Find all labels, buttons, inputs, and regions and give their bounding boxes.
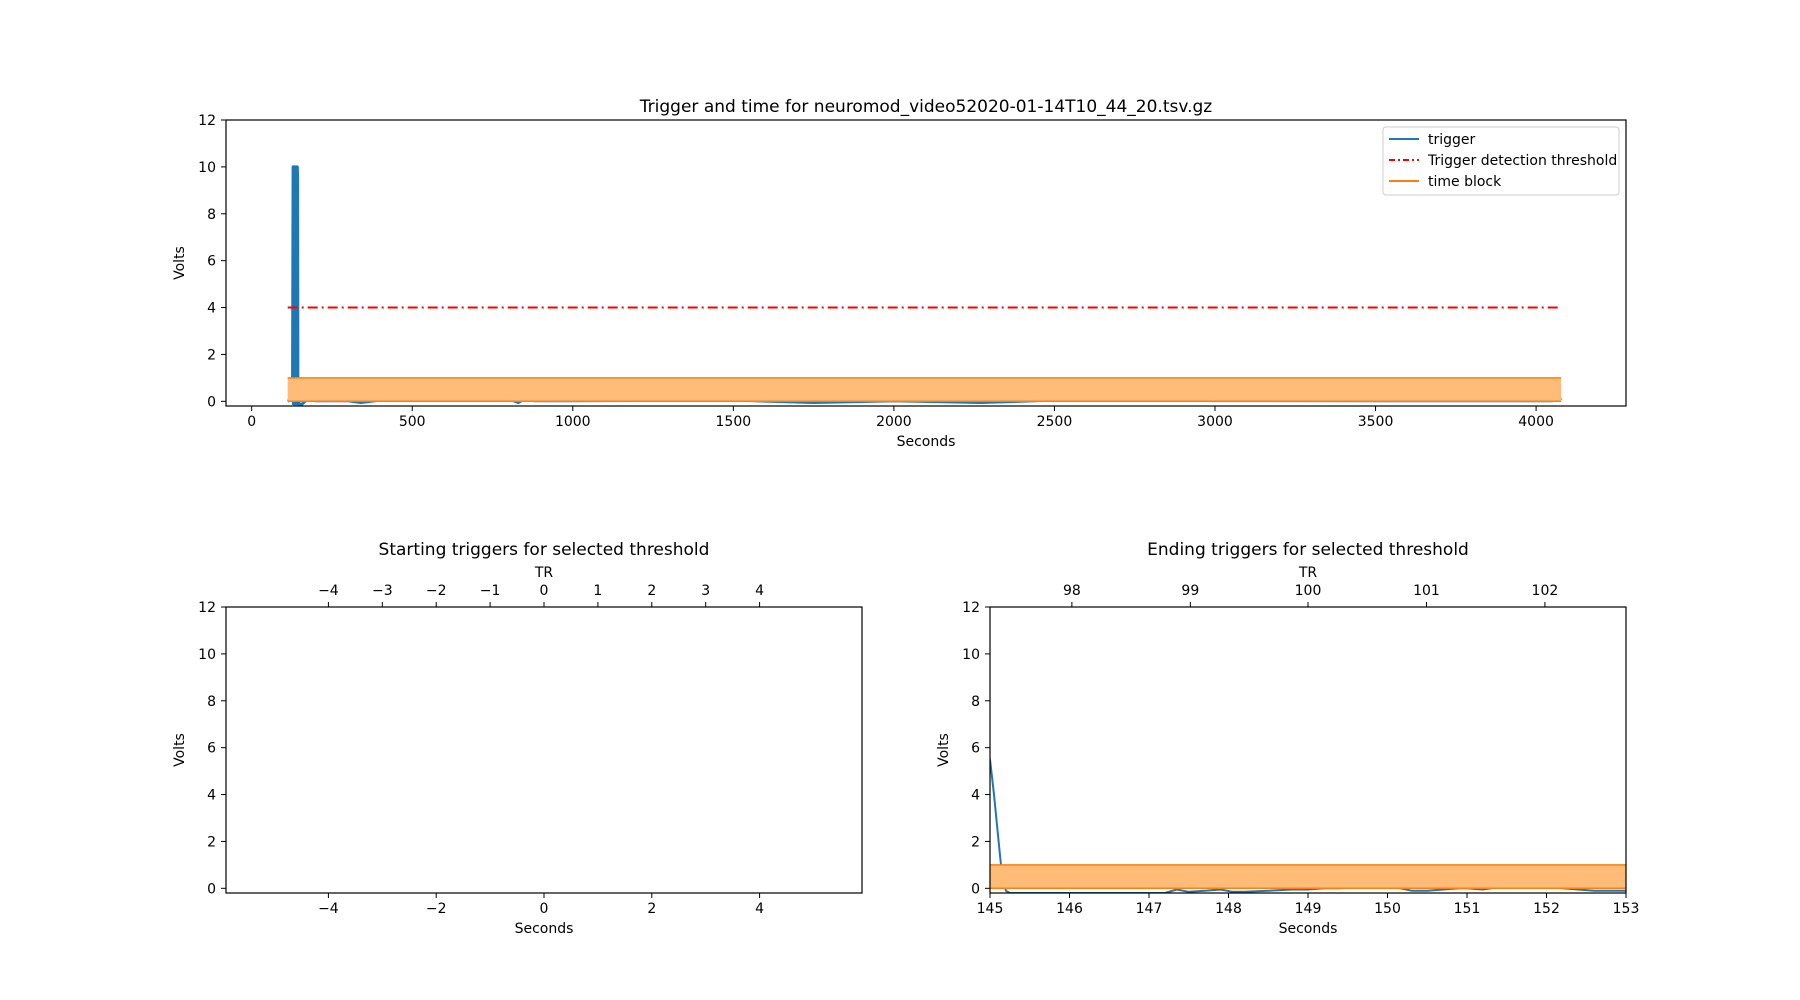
axes-frame: [225, 119, 1627, 407]
y-tick-label: 8: [207, 694, 216, 710]
y-tick-label: 6: [207, 741, 216, 757]
time-block-band: [990, 864, 1626, 889]
y-tick-label: 8: [207, 207, 216, 223]
x-tick-label: 149: [1295, 901, 1322, 917]
y-tick-label: 10: [198, 647, 216, 663]
x-axis-label: Seconds: [515, 921, 574, 937]
top-x-tick-label: −4: [318, 583, 339, 599]
y-tick-label: 0: [971, 881, 980, 897]
top-x-tick-label: 1: [593, 583, 602, 599]
legend-label: time block: [1428, 174, 1502, 190]
y-tick-label: 10: [198, 160, 216, 176]
top-x-axis-label: TR: [534, 565, 554, 581]
x-tick-label: 2500: [1037, 414, 1073, 430]
y-tick-label: 4: [207, 301, 216, 317]
top-x-tick-label: 4: [755, 583, 764, 599]
x-tick-label: 0: [247, 414, 256, 430]
y-tick-label: 2: [207, 347, 216, 363]
chart-title: Ending triggers for selected threshold: [1147, 540, 1469, 560]
top-x-tick-label: −1: [480, 583, 501, 599]
top-x-axis-label: TR: [1298, 565, 1318, 581]
x-tick-label: 4: [755, 901, 764, 917]
y-axis-label: Volts: [172, 733, 188, 767]
x-tick-label: 0: [540, 901, 549, 917]
x-tick-label: 153: [1613, 901, 1640, 917]
x-tick-label: 145: [977, 901, 1004, 917]
chart-trigger-overview: 0 500 1000 1500 2000 2500 3000 3500 4000 0 2 4 6 8 10 1…: [172, 97, 1627, 450]
x-tick-label: −2: [426, 901, 447, 917]
y-tick-label: 12: [962, 600, 980, 616]
top-x-tick-label: 99: [1181, 583, 1199, 599]
y-tick-label: 4: [971, 788, 980, 804]
x-tick-label: 1500: [716, 414, 752, 430]
y-tick-label: 2: [207, 834, 216, 850]
top-x-tick-label: 3: [701, 583, 710, 599]
y-tick-label: 12: [198, 600, 216, 616]
y-tick-label: 6: [207, 254, 216, 270]
y-tick-label: 0: [207, 881, 216, 897]
x-axis-label: Seconds: [1279, 921, 1338, 937]
legend-label: Trigger detection threshold: [1427, 153, 1617, 169]
chart-title: Starting triggers for selected threshold: [379, 540, 710, 560]
x-tick-label: 146: [1056, 901, 1083, 917]
x-tick-label: 500: [399, 414, 426, 430]
top-x-tick-label: 98: [1063, 583, 1081, 599]
x-tick-label: 148: [1215, 901, 1242, 917]
top-x-tick-label: 102: [1532, 583, 1559, 599]
chart-title: Trigger and time for neuromod_video52020…: [639, 97, 1212, 117]
x-tick-label: 2000: [876, 414, 912, 430]
x-axis-label: Seconds: [897, 434, 956, 450]
x-tick-label: −4: [318, 901, 339, 917]
y-axis-label: Volts: [936, 733, 952, 767]
x-tick-label: 1000: [555, 414, 591, 430]
x-tick-label: 3000: [1197, 414, 1233, 430]
y-tick-label: 2: [971, 834, 980, 850]
top-x-tick-label: 0: [540, 583, 549, 599]
legend: trigger Trigger detection threshold time b…: [1382, 126, 1620, 196]
y-tick-label: 8: [971, 694, 980, 710]
chart-ending-triggers: 145 146 147 148 149 150 151 152 153 0 2 4 6 8 10 12 98 99…: [936, 540, 1639, 937]
x-tick-label: 150: [1374, 901, 1401, 917]
y-tick-label: 4: [207, 788, 216, 804]
legend-frame: [1382, 126, 1620, 196]
y-tick-label: 0: [207, 394, 216, 410]
x-tick-label: 4000: [1518, 414, 1554, 430]
plot-data-area: [990, 759, 1626, 893]
y-tick-label: 6: [971, 741, 980, 757]
top-x-tick-label: −3: [372, 583, 393, 599]
top-x-tick-label: −2: [426, 583, 447, 599]
plot-data-area: [286, 165, 1563, 406]
x-tick-label: 3500: [1358, 414, 1394, 430]
top-x-tick-label: 2: [647, 583, 656, 599]
x-tick-label: 147: [1136, 901, 1163, 917]
x-tick-label: 152: [1533, 901, 1560, 917]
y-tick-label: 12: [198, 113, 216, 129]
legend-label: trigger: [1428, 132, 1476, 148]
top-x-tick-label: 101: [1413, 583, 1440, 599]
y-tick-label: 10: [962, 647, 980, 663]
top-x-tick-label: 100: [1295, 583, 1322, 599]
x-tick-label: 2: [647, 901, 656, 917]
time-block-band: [287, 377, 1562, 402]
x-tick-label: 151: [1454, 901, 1481, 917]
y-axis-label: Volts: [172, 246, 188, 280]
